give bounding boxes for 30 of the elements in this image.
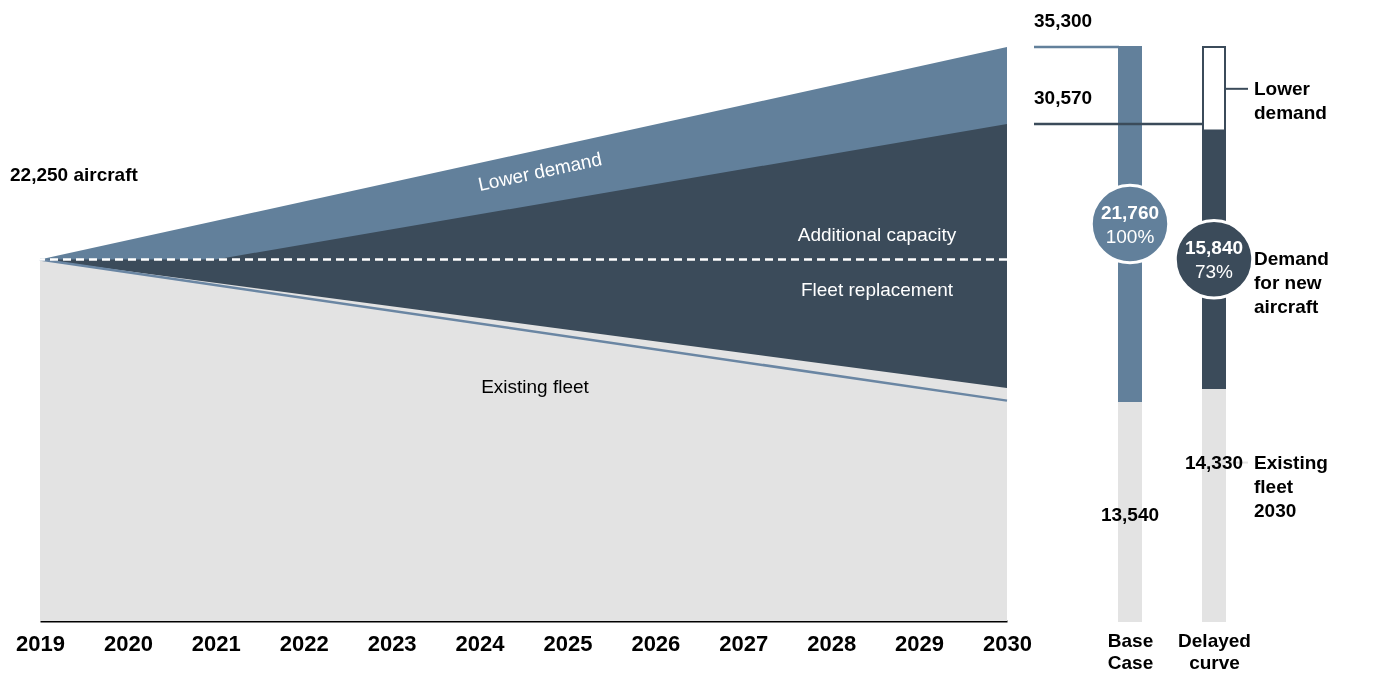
data-label: 14,330 <box>1184 451 1244 473</box>
annotation: 73% <box>1194 261 1234 283</box>
x-tick-label: 2026 <box>631 630 681 656</box>
x-tick-label: 2028 <box>807 630 857 656</box>
annotation: 100% <box>1105 226 1155 247</box>
annotation: 22,250 aircraft <box>10 164 139 185</box>
x-tick-label: 2020 <box>103 630 153 656</box>
annotation: Existing fleet <box>481 376 590 397</box>
legend-label: Lower demand <box>1254 77 1327 123</box>
legend-label: Existing fleet 2030 <box>1254 451 1328 521</box>
ref-line-label: 30,570 <box>1034 87 1093 109</box>
data-label: 13,540 <box>1100 504 1160 526</box>
series-label: Demand for new aircraft <box>1254 248 1329 318</box>
annotation: Additional capacity <box>797 224 957 245</box>
x-tick-label: 2029 <box>895 630 945 656</box>
x-tick-label: 2030 <box>983 630 1032 656</box>
ref-line-label: 35,300 <box>1034 10 1093 32</box>
x-tick-label: 2024 <box>455 630 506 656</box>
x-tick-label: 2019 <box>16 630 65 656</box>
data-label: 15,840 <box>1184 237 1244 259</box>
annotation: Fleet replacement <box>800 279 954 300</box>
x-tick-label: 2021 <box>191 630 241 656</box>
x-tick-label: 2022 <box>279 630 329 656</box>
x-tick-label: 2027 <box>719 630 769 656</box>
annotation: Lower demand <box>476 148 604 195</box>
x-tick-label: Base Case <box>1107 629 1154 673</box>
x-tick-label: 2025 <box>543 630 593 656</box>
x-tick-label: 2023 <box>367 630 417 656</box>
data-label: 21,760 <box>1100 202 1160 223</box>
x-tick-label: Delayed curve <box>1178 629 1251 673</box>
